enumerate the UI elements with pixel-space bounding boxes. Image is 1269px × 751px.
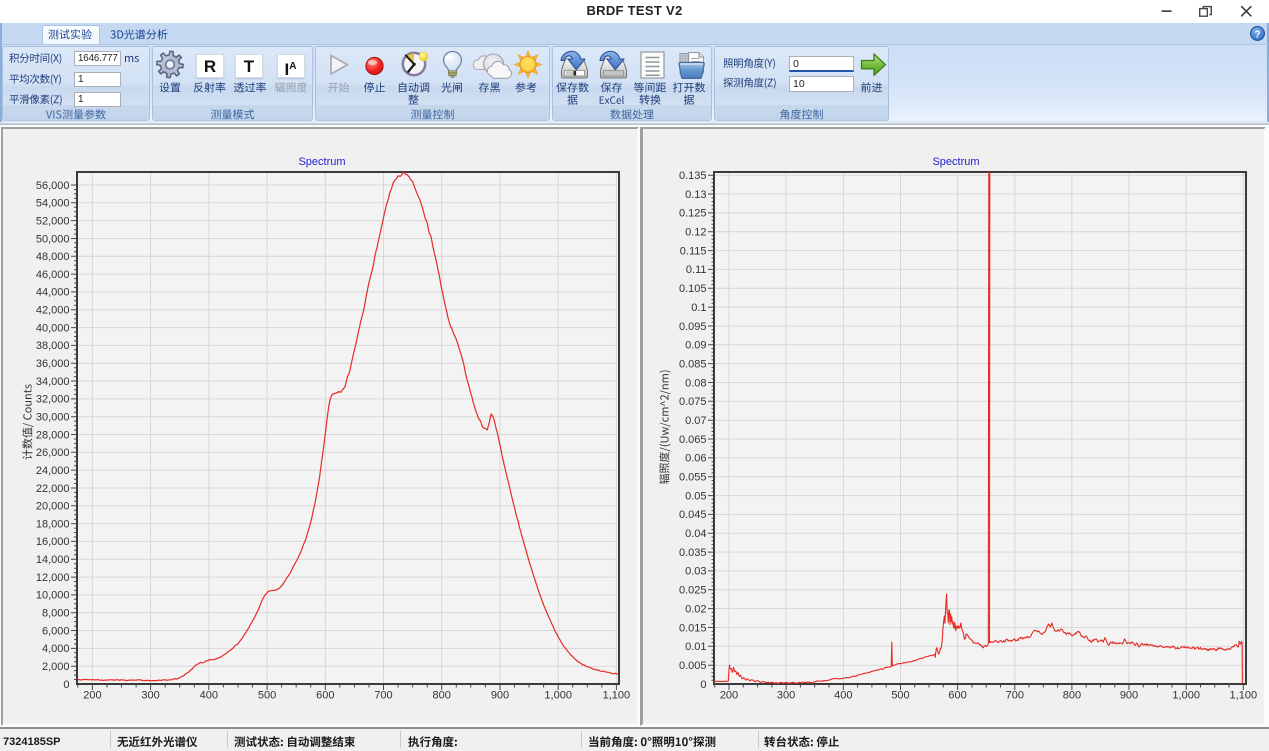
- svg-text:200: 200: [720, 690, 738, 702]
- svg-text:30,000: 30,000: [36, 412, 70, 424]
- svg-text:42,000: 42,000: [36, 305, 70, 317]
- svg-text:500: 500: [891, 690, 909, 702]
- svg-text:0.085: 0.085: [679, 358, 707, 370]
- svg-text:0.12: 0.12: [685, 227, 706, 239]
- svg-text:200: 200: [83, 690, 101, 702]
- svg-text:1,100: 1,100: [603, 690, 631, 702]
- svg-text:24,000: 24,000: [36, 465, 70, 477]
- svg-text:0.07: 0.07: [685, 415, 706, 427]
- svg-text:56,000: 56,000: [36, 180, 70, 192]
- svg-text:0.135: 0.135: [679, 170, 707, 182]
- svg-text:4,000: 4,000: [42, 643, 70, 655]
- svg-text:0.02: 0.02: [685, 603, 706, 615]
- svg-text:52,000: 52,000: [36, 215, 70, 227]
- svg-text:400: 400: [200, 690, 218, 702]
- svg-text:0.09: 0.09: [685, 340, 706, 352]
- svg-text:0.115: 0.115: [680, 245, 707, 257]
- svg-text:0.04: 0.04: [685, 528, 706, 540]
- svg-text:8,000: 8,000: [42, 608, 70, 620]
- svg-text:1,100: 1,100: [1230, 690, 1258, 702]
- svg-text:0.045: 0.045: [679, 509, 707, 521]
- svg-text:28,000: 28,000: [36, 429, 70, 441]
- svg-text:14,000: 14,000: [36, 554, 70, 566]
- svg-text:18,000: 18,000: [36, 518, 70, 530]
- svg-text:0.08: 0.08: [685, 377, 706, 389]
- svg-text:0.01: 0.01: [685, 641, 706, 653]
- svg-text:0.13: 0.13: [685, 189, 706, 201]
- svg-text:900: 900: [1120, 690, 1138, 702]
- svg-text:0: 0: [700, 679, 706, 691]
- svg-text:300: 300: [777, 690, 795, 702]
- svg-text:600: 600: [316, 690, 334, 702]
- svg-text:50,000: 50,000: [36, 233, 70, 245]
- svg-text:0.06: 0.06: [685, 453, 706, 465]
- svg-text:0.025: 0.025: [679, 585, 707, 597]
- svg-text:32,000: 32,000: [36, 394, 70, 406]
- svg-text:Spectrum: Spectrum: [298, 156, 345, 168]
- svg-text:0.1: 0.1: [691, 302, 706, 314]
- svg-text:38,000: 38,000: [36, 340, 70, 352]
- svg-text:0.075: 0.075: [679, 396, 707, 408]
- svg-text:900: 900: [491, 690, 509, 702]
- svg-text:0.05: 0.05: [685, 490, 706, 502]
- svg-text:48,000: 48,000: [36, 251, 70, 263]
- svg-text:400: 400: [834, 690, 852, 702]
- svg-text:0.095: 0.095: [679, 321, 707, 333]
- svg-text:0.11: 0.11: [686, 264, 707, 276]
- svg-text:700: 700: [1006, 690, 1024, 702]
- svg-text:0: 0: [63, 679, 69, 691]
- svg-text:0.015: 0.015: [679, 622, 707, 634]
- svg-text:46,000: 46,000: [36, 269, 70, 281]
- svg-text:40,000: 40,000: [36, 322, 70, 334]
- svg-text:0.105: 0.105: [679, 283, 707, 295]
- svg-text:0.065: 0.065: [679, 434, 707, 446]
- svg-text:12,000: 12,000: [36, 572, 70, 584]
- svg-text:0.03: 0.03: [685, 566, 706, 578]
- svg-text:54,000: 54,000: [36, 198, 70, 210]
- svg-text:700: 700: [374, 690, 392, 702]
- svg-text:1,000: 1,000: [544, 690, 572, 702]
- svg-text:6,000: 6,000: [42, 625, 70, 637]
- svg-text:500: 500: [258, 690, 276, 702]
- svg-text:0.035: 0.035: [679, 547, 707, 559]
- svg-text:1,000: 1,000: [1172, 690, 1200, 702]
- svg-text:0.005: 0.005: [679, 660, 707, 672]
- svg-text:600: 600: [948, 690, 966, 702]
- svg-text:300: 300: [141, 690, 159, 702]
- svg-text:22,000: 22,000: [36, 483, 70, 495]
- svg-text:44,000: 44,000: [36, 287, 70, 299]
- svg-text:26,000: 26,000: [36, 447, 70, 459]
- svg-text:36,000: 36,000: [36, 358, 70, 370]
- svg-text:0.125: 0.125: [679, 208, 707, 220]
- svg-text:0.055: 0.055: [679, 472, 707, 484]
- svg-text:34,000: 34,000: [36, 376, 70, 388]
- svg-text:800: 800: [433, 690, 451, 702]
- svg-text:800: 800: [1063, 690, 1081, 702]
- svg-text:10,000: 10,000: [36, 590, 70, 602]
- svg-text:16,000: 16,000: [36, 536, 70, 548]
- svg-text:Spectrum: Spectrum: [932, 156, 979, 168]
- svg-text:2,000: 2,000: [42, 661, 70, 673]
- svg-text:20,000: 20,000: [36, 501, 70, 513]
